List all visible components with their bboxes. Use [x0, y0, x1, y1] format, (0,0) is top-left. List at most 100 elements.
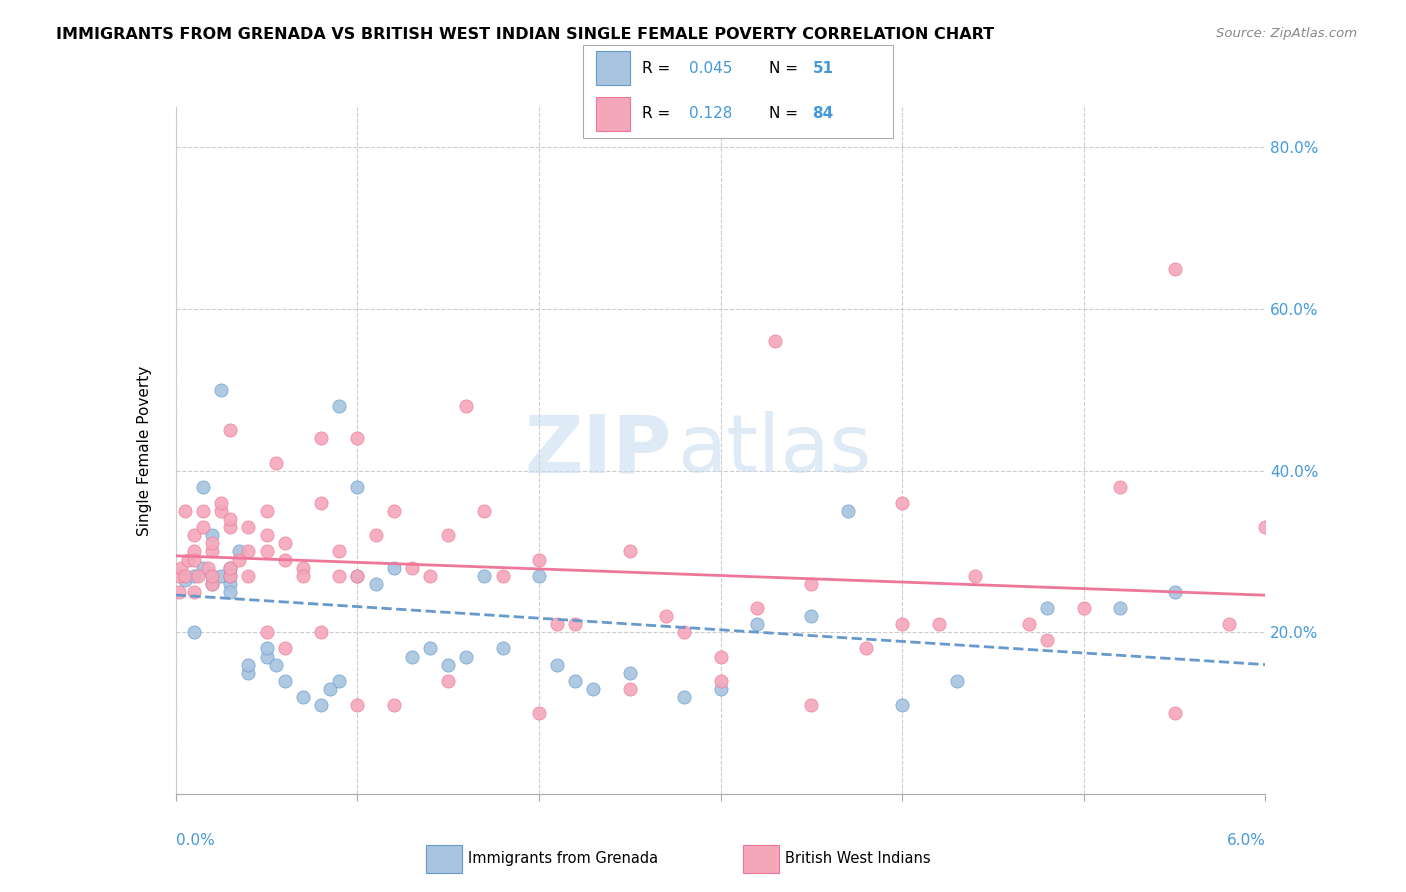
Point — [197, 560, 219, 574]
Point — [346, 431, 368, 445]
Point — [256, 504, 278, 518]
Point — [201, 576, 224, 591]
Text: 84: 84 — [813, 106, 834, 121]
Point — [264, 456, 287, 470]
Point — [419, 568, 441, 582]
Point — [364, 528, 387, 542]
Point — [437, 528, 460, 542]
Point — [170, 560, 193, 574]
Point — [346, 480, 368, 494]
Text: 6.0%: 6.0% — [1226, 833, 1265, 847]
Point — [309, 496, 332, 510]
Point — [928, 617, 950, 632]
Point — [619, 544, 641, 558]
Point — [619, 681, 641, 696]
Point — [673, 690, 696, 704]
Point — [219, 585, 242, 599]
Point — [328, 568, 350, 582]
Point — [945, 673, 967, 688]
Point — [191, 504, 214, 518]
Point — [238, 568, 260, 582]
Point — [1163, 585, 1185, 599]
Point — [1163, 706, 1185, 720]
Point — [401, 560, 423, 574]
Point — [183, 625, 205, 640]
Point — [474, 504, 496, 518]
Point — [328, 544, 350, 558]
Y-axis label: Single Female Poverty: Single Female Poverty — [138, 366, 152, 535]
Point — [346, 568, 368, 582]
Point — [710, 649, 733, 664]
Point — [346, 698, 368, 712]
Point — [492, 641, 515, 656]
Point — [619, 665, 641, 680]
Point — [527, 568, 550, 582]
Point — [1109, 480, 1132, 494]
Text: British West Indians: British West Indians — [785, 851, 931, 866]
Point — [492, 568, 515, 582]
Point — [238, 665, 260, 680]
Point — [186, 568, 209, 582]
Point — [564, 617, 586, 632]
Point — [891, 496, 914, 510]
Point — [891, 617, 914, 632]
Point — [169, 568, 191, 582]
Point — [419, 641, 441, 656]
Text: R =: R = — [643, 61, 671, 76]
Point — [219, 520, 242, 534]
Point — [274, 552, 297, 566]
Point — [219, 560, 242, 574]
Point — [800, 698, 823, 712]
Point — [173, 573, 195, 587]
Bar — [596, 97, 630, 131]
Point — [527, 706, 550, 720]
Point — [201, 576, 224, 591]
Point — [191, 480, 214, 494]
Text: N =: N = — [769, 61, 799, 76]
Text: 0.045: 0.045 — [689, 61, 733, 76]
Point — [401, 649, 423, 664]
Point — [219, 568, 242, 582]
Point — [209, 504, 232, 518]
Point — [209, 568, 232, 582]
Point — [219, 512, 242, 526]
Point — [238, 657, 260, 672]
Point — [800, 576, 823, 591]
Point — [1254, 520, 1277, 534]
Point — [228, 544, 250, 558]
Text: ZIP: ZIP — [524, 411, 672, 490]
Text: 51: 51 — [813, 61, 834, 76]
Point — [710, 681, 733, 696]
Point — [219, 568, 242, 582]
Point — [169, 585, 191, 599]
Text: 0.0%: 0.0% — [176, 833, 215, 847]
FancyBboxPatch shape — [583, 45, 893, 138]
Text: Source: ZipAtlas.com: Source: ZipAtlas.com — [1216, 27, 1357, 40]
Point — [364, 576, 387, 591]
Point — [837, 504, 859, 518]
Point — [891, 698, 914, 712]
Point — [564, 673, 586, 688]
Point — [546, 657, 568, 672]
Point — [291, 690, 314, 704]
Point — [745, 617, 768, 632]
Point — [710, 673, 733, 688]
Text: 0.128: 0.128 — [689, 106, 733, 121]
Point — [437, 657, 460, 672]
Bar — [596, 51, 630, 85]
Point — [183, 528, 205, 542]
Point — [238, 520, 260, 534]
Point — [183, 552, 205, 566]
Point — [456, 649, 478, 664]
Point — [173, 568, 195, 582]
Point — [209, 496, 232, 510]
Point — [437, 673, 460, 688]
Point — [209, 383, 232, 397]
Point — [309, 625, 332, 640]
Point — [201, 544, 224, 558]
Point — [328, 399, 350, 413]
Point — [382, 504, 405, 518]
Text: IMMIGRANTS FROM GRENADA VS BRITISH WEST INDIAN SINGLE FEMALE POVERTY CORRELATION: IMMIGRANTS FROM GRENADA VS BRITISH WEST … — [56, 27, 994, 42]
Point — [219, 560, 242, 574]
Point — [201, 568, 224, 582]
